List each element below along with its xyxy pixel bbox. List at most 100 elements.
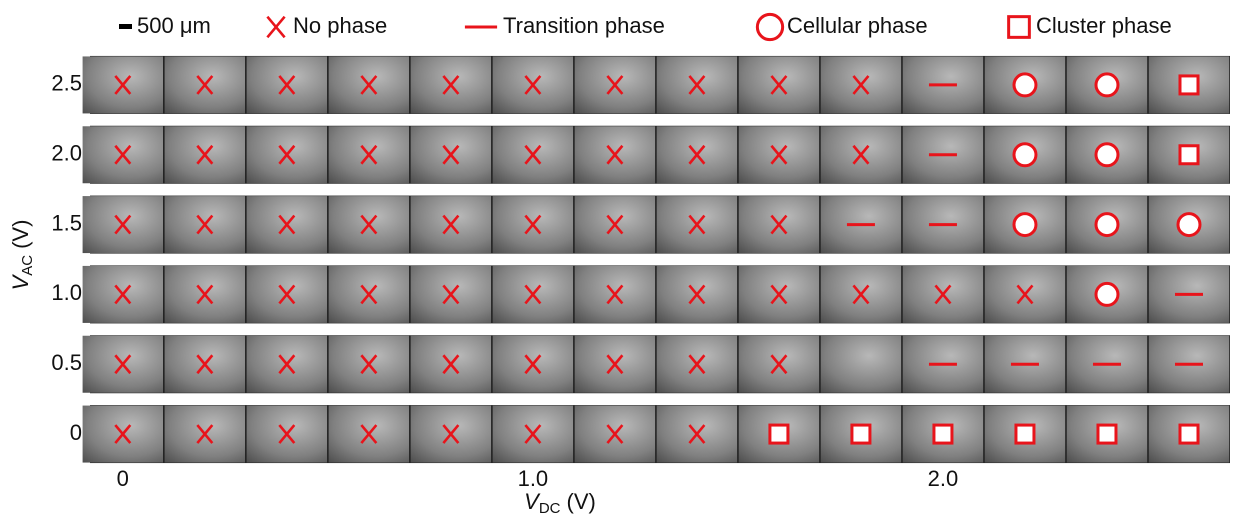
x-stroke <box>524 354 542 375</box>
marker-x <box>442 424 460 444</box>
marker-square <box>1096 423 1118 445</box>
legend-label: Transition phase <box>503 13 665 38</box>
marker-x <box>442 144 460 165</box>
marker-x <box>688 284 706 305</box>
marker-x <box>524 214 542 235</box>
marker-x <box>770 354 788 375</box>
x-stroke <box>278 354 296 375</box>
marker-x <box>852 144 870 165</box>
marker-x <box>114 75 132 95</box>
x-stroke <box>934 284 952 305</box>
marker-x <box>606 284 624 305</box>
marker-x <box>360 214 378 235</box>
x-stroke <box>606 144 624 165</box>
x-stroke <box>442 214 460 235</box>
marker-circle <box>1176 212 1202 238</box>
marker-x <box>360 424 378 444</box>
x-stroke <box>114 424 132 444</box>
marker-circle <box>1012 72 1038 98</box>
x-stroke <box>196 284 214 305</box>
marker-x <box>606 214 624 235</box>
scale-bar <box>119 24 132 29</box>
marker-x <box>688 354 706 375</box>
marker-x <box>524 75 542 95</box>
marker-x <box>114 354 132 375</box>
marker-x <box>688 75 706 95</box>
x-stroke <box>606 75 624 95</box>
marker-x <box>278 75 296 95</box>
marker-x <box>606 424 624 444</box>
x-stroke <box>196 144 214 165</box>
marker-x <box>606 354 624 375</box>
marker-x <box>524 424 542 444</box>
x-stroke <box>770 75 788 95</box>
x-stroke <box>278 144 296 165</box>
image-tile <box>820 335 902 393</box>
x-stroke <box>360 354 378 375</box>
marker-x <box>852 75 870 95</box>
marker-square <box>1178 74 1200 96</box>
x-stroke <box>852 75 870 95</box>
x-stroke <box>360 144 378 165</box>
x-stroke <box>524 284 542 305</box>
marker-circle <box>1012 212 1038 238</box>
marker-x <box>442 214 460 235</box>
x-stroke <box>196 214 214 235</box>
marker-x <box>360 354 378 375</box>
x-stroke <box>360 424 378 444</box>
marker-x <box>196 354 214 375</box>
marker-x <box>278 144 296 165</box>
marker-circle <box>755 12 785 42</box>
x-stroke <box>114 284 132 305</box>
x-stroke <box>442 284 460 305</box>
marker-circle <box>1094 281 1120 307</box>
x-stroke <box>278 424 296 444</box>
x-stroke <box>688 144 706 165</box>
x-stroke <box>114 144 132 165</box>
legend-label: No phase <box>293 13 387 38</box>
marker-x <box>278 354 296 375</box>
marker-x <box>266 15 286 39</box>
x-stroke <box>360 75 378 95</box>
x-stroke <box>606 284 624 305</box>
x-stroke <box>278 75 296 95</box>
y-tick-label: 1.5 <box>51 210 82 235</box>
marker-x <box>114 284 132 305</box>
y-tick-label: 2.0 <box>51 141 82 166</box>
marker-x <box>196 424 214 444</box>
x-tick-label: 0 <box>117 466 129 491</box>
x-stroke <box>688 354 706 375</box>
y-tick-label: 2.5 <box>51 71 82 96</box>
marker-square <box>1178 144 1200 166</box>
marker-x <box>360 284 378 305</box>
x-stroke <box>196 75 214 95</box>
marker-x <box>770 144 788 165</box>
x-stroke <box>606 214 624 235</box>
x-stroke <box>360 214 378 235</box>
y-tick-label: 0 <box>70 420 82 445</box>
marker-x <box>360 75 378 95</box>
x-stroke <box>524 424 542 444</box>
marker-circle <box>1094 142 1120 168</box>
x-stroke <box>852 144 870 165</box>
marker-x <box>1016 284 1034 305</box>
x-stroke <box>688 424 706 444</box>
x-stroke <box>524 214 542 235</box>
marker-x <box>524 354 542 375</box>
marker-x <box>196 75 214 95</box>
x-stroke <box>278 214 296 235</box>
marker-square <box>932 423 954 445</box>
x-stroke <box>770 354 788 375</box>
y-tick-label: 0.5 <box>51 350 82 375</box>
x-stroke <box>688 284 706 305</box>
legend-label: Cellular phase <box>787 13 928 38</box>
x-stroke <box>688 75 706 95</box>
marker-x <box>606 75 624 95</box>
legend-label: Cluster phase <box>1036 13 1172 38</box>
marker-x <box>524 144 542 165</box>
plot-frame <box>90 55 1230 464</box>
x-stroke <box>606 354 624 375</box>
marker-x <box>360 144 378 165</box>
marker-x <box>606 144 624 165</box>
